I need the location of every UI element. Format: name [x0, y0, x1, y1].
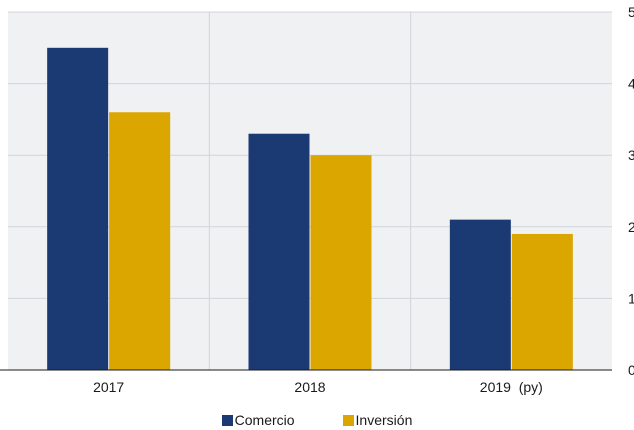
y-tick-label-4: 4: [628, 76, 634, 92]
bar-comercio-1: [248, 133, 310, 370]
y-tick-label-2: 2: [628, 219, 634, 235]
bar-inversión-1: [310, 155, 372, 370]
legend-label-comercio: Comercio: [234, 412, 295, 428]
legend-swatch-inversion: [342, 414, 354, 426]
vertical-gridlines: [208, 12, 412, 370]
legend: Comercio Inversión: [0, 410, 634, 430]
bar-inversión-0: [109, 112, 171, 371]
x-tick-label-2: 2019 (py): [480, 379, 543, 395]
y-tick-label-3: 3: [628, 147, 634, 163]
y-tick-label-1: 1: [628, 290, 634, 306]
y-axis-tick-labels: 0 1 2 3 4 5: [628, 4, 634, 378]
x-axis-tick-labels: 2017 2018 2019 (py): [93, 379, 543, 395]
bar-comercio-2: [449, 219, 511, 370]
x-tick-label-0: 2017: [93, 379, 124, 395]
y-tick-label-5: 5: [628, 4, 634, 20]
legend-item-inversion: Inversión: [342, 412, 413, 428]
legend-item-comercio: Comercio: [221, 412, 295, 428]
legend-label-inversion: Inversión: [355, 412, 413, 428]
legend-swatch-comercio: [221, 414, 233, 426]
bars: [47, 47, 573, 371]
plot-background: [8, 12, 612, 370]
x-tick-label-1: 2018: [294, 379, 325, 395]
horizontal-gridlines: [8, 11, 612, 299]
bar-inversión-2: [511, 233, 573, 370]
bar-comercio-0: [47, 47, 109, 371]
y-tick-label-0: 0: [628, 362, 634, 378]
